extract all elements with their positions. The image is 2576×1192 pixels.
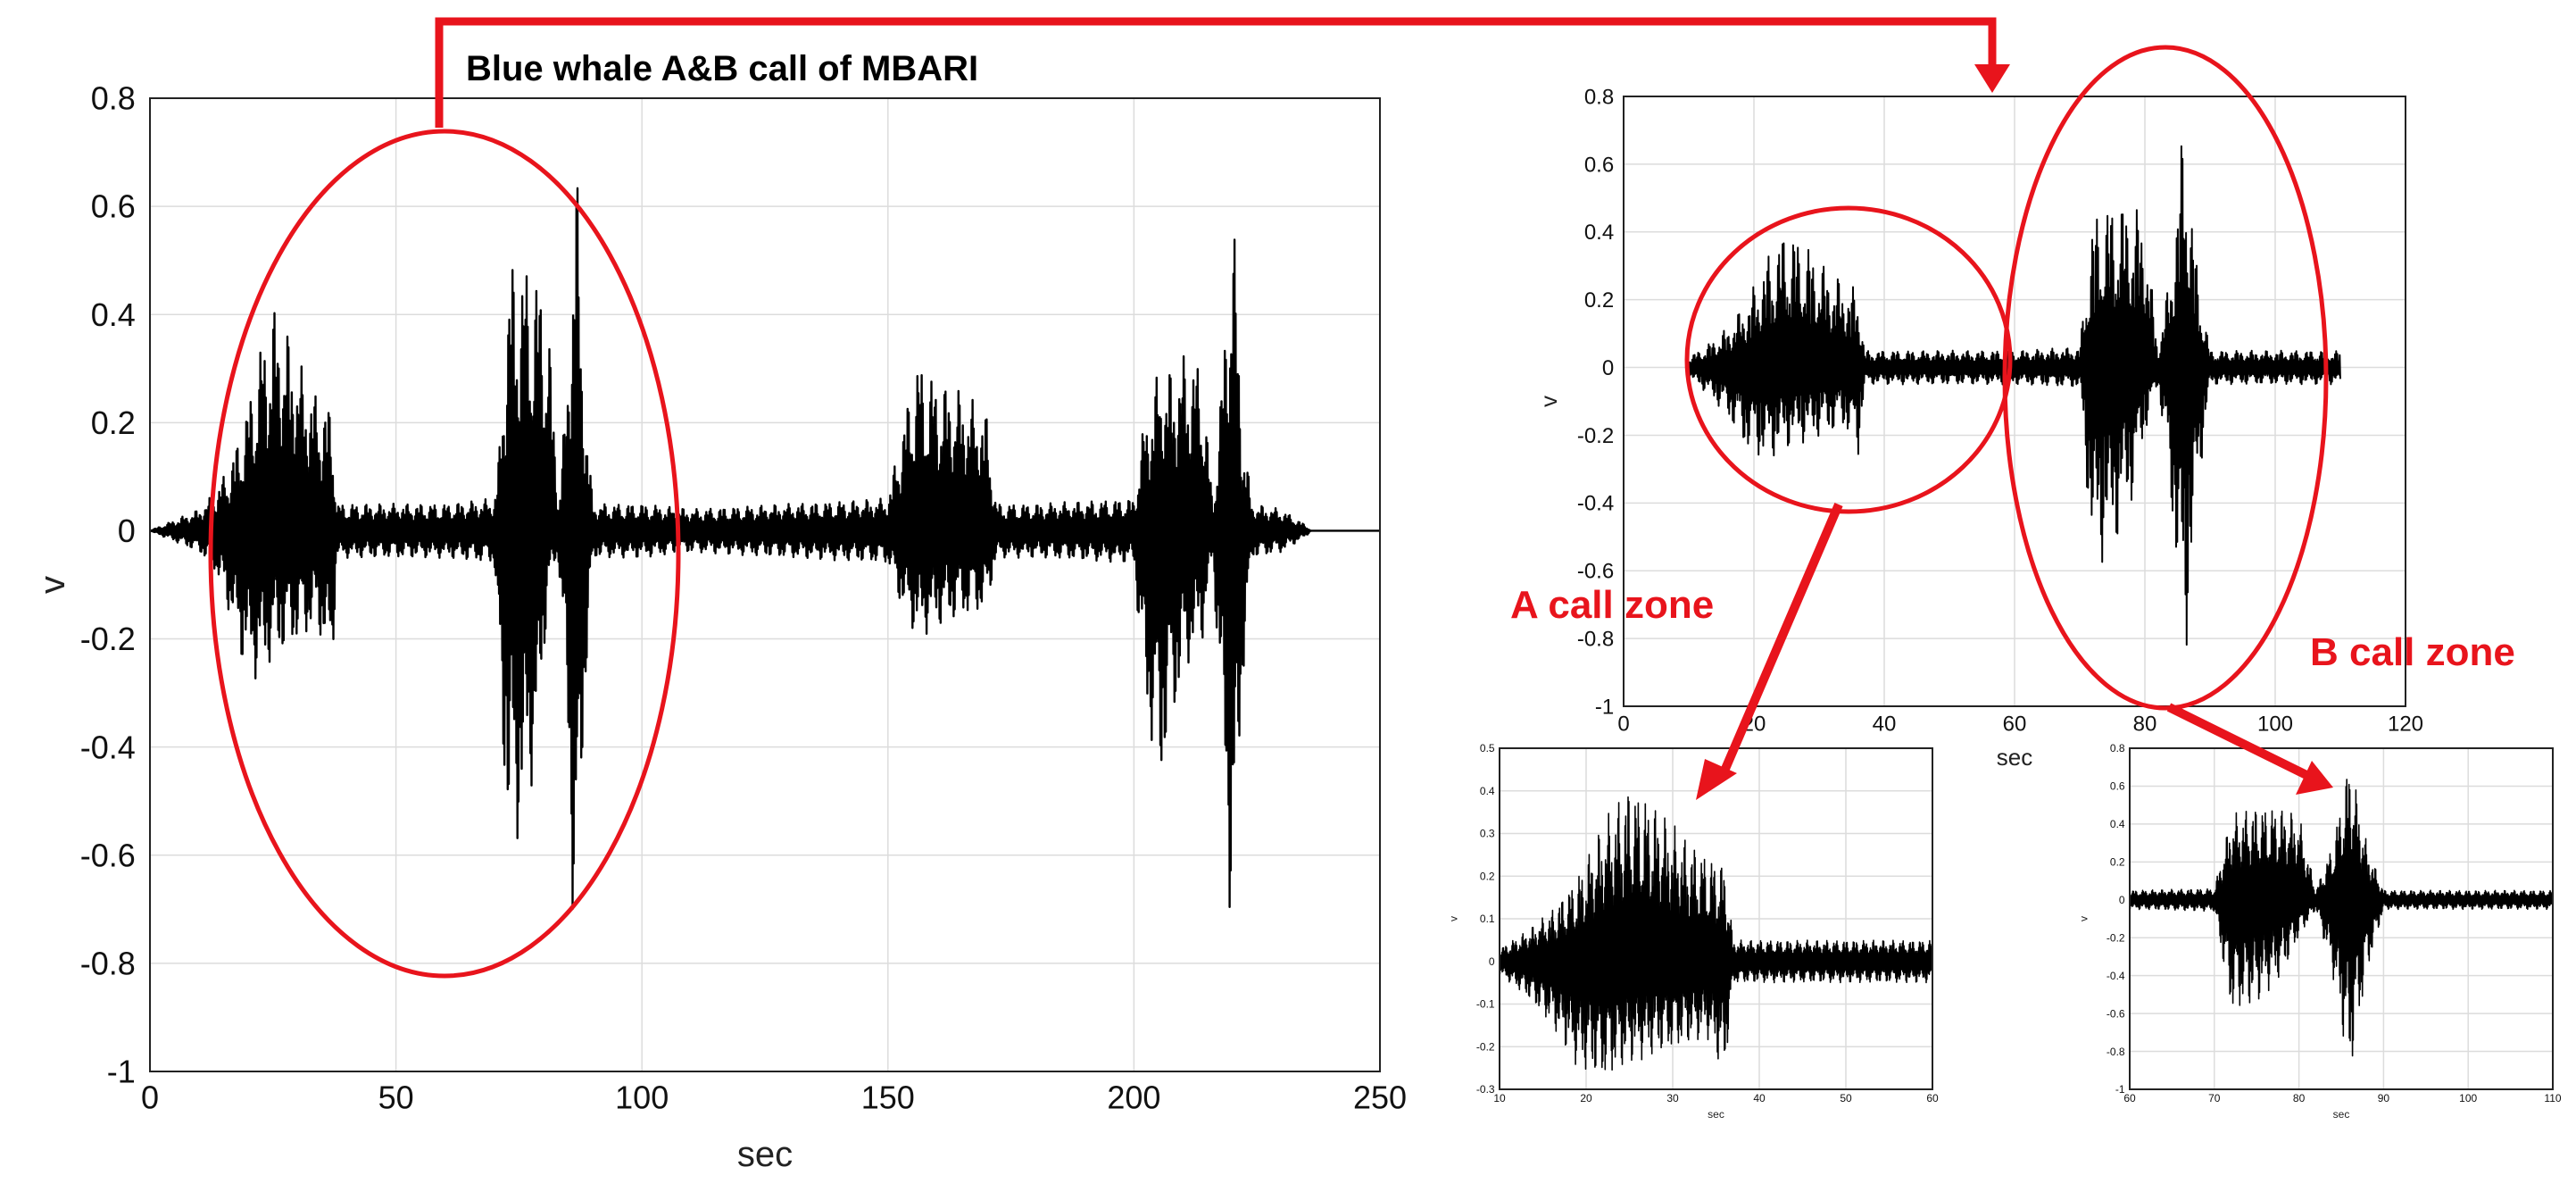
plot-border — [1623, 96, 2406, 707]
y-tick-label: 0.4 — [1480, 785, 1495, 797]
x-tick-label: 80 — [2293, 1092, 2306, 1104]
y-tick-label: 0.5 — [1480, 742, 1495, 754]
signal-waveform — [1499, 796, 1933, 1071]
y-tick-label: -1 — [1595, 695, 1614, 719]
y-tick-label: 0.4 — [91, 296, 136, 333]
y-tick-label: -0.6 — [1577, 560, 1614, 584]
x-tick-label: 70 — [2208, 1092, 2221, 1104]
y-tick-label: 0.8 — [91, 80, 136, 117]
a-zone-arrowhead — [1696, 759, 1737, 800]
x-axis-label: sec — [737, 1135, 793, 1174]
a-call-zone-label: A call zone — [1510, 583, 1714, 627]
y-tick-label: 0.1 — [1480, 913, 1495, 925]
x-tick-label: 20 — [1580, 1092, 1592, 1104]
y-tick-label: 0 — [1489, 955, 1495, 968]
b-call-detail-plot: 60 70 80 90 100 110 -1 -0.8 -0.6 -0.4 -0.2 0 0.2 0.4 0… — [2078, 742, 2562, 1121]
a-call-ellipse — [1684, 205, 2013, 514]
x-tick-label: 110 — [2544, 1092, 2561, 1104]
y-tick-label: 0.3 — [1480, 828, 1495, 840]
a-call-detail-plot: 10 20 30 40 50 60 -0.3 -0.2 -0.1 0 0.1 0.2 0.3 0.4 0.5… — [1448, 742, 1939, 1121]
y-tick-label: -0.3 — [1476, 1083, 1495, 1096]
x-tick-label: 250 — [1353, 1079, 1407, 1115]
x-axis-label: sec — [1997, 744, 2032, 771]
x-tick-label: 60 — [2003, 713, 2027, 737]
x-axis-label: sec — [2333, 1108, 2350, 1121]
y-tick-label: -0.6 — [80, 837, 136, 873]
x-tick-label: 50 — [378, 1079, 414, 1115]
y-axis-label: v — [33, 576, 72, 594]
y-tick-label: 0.6 — [1584, 153, 1614, 177]
y-tick-label: 0.8 — [2110, 742, 2125, 754]
a-zone-arrow-line — [1718, 503, 1843, 777]
full-plot-call-ellipse — [208, 129, 681, 979]
x-tick-label: 0 — [141, 1079, 159, 1115]
full-signal-plot: 0 50 100 150 200 250 -1 -0.8 -0.6 -0.4 -0.2 0 0.2 0.4… — [33, 80, 1407, 1174]
x-tick-label: 60 — [1926, 1092, 1939, 1104]
plot-border — [1499, 747, 1933, 1090]
title-backdrop — [457, 41, 1135, 91]
plot-border — [2129, 747, 2554, 1090]
y-tick-label: -0.8 — [80, 945, 136, 981]
x-tick-label: 120 — [2388, 713, 2423, 737]
y-tick-label: 0.4 — [1584, 221, 1614, 245]
y-tick-label: 0.2 — [2110, 856, 2125, 869]
y-tick-label: 0.2 — [1584, 288, 1614, 313]
y-tick-label: -0.2 — [80, 621, 136, 657]
y-tick-label: -0.2 — [1476, 1040, 1495, 1053]
y-tick-label: -0.2 — [1577, 424, 1614, 448]
figure-title: Blue whale A&B call of MBARI — [466, 49, 978, 88]
y-tick-label: 0 — [2119, 894, 2125, 906]
y-tick-label: -0.4 — [80, 729, 136, 765]
x-tick-label: 50 — [1840, 1092, 1852, 1104]
y-tick-label: 0.2 — [1480, 870, 1495, 882]
x-tick-label: 100 — [615, 1079, 669, 1115]
title-connector-arrow-line — [435, 17, 1997, 128]
y-tick-label: -0.4 — [2107, 970, 2125, 982]
x-tick-label: 90 — [2378, 1092, 2390, 1104]
x-tick-label: 60 — [2123, 1092, 2136, 1104]
x-tick-label: 40 — [1873, 713, 1897, 737]
x-tick-label: 80 — [2133, 713, 2157, 737]
title-connector-arrowhead — [1974, 64, 2010, 93]
y-tick-label: 0.2 — [91, 404, 136, 441]
x-tick-label: 0 — [1617, 713, 1629, 737]
x-tick-label: 40 — [1753, 1092, 1766, 1104]
zoomed-signal-plot: 0 20 40 60 80 100 120-1-0.8-0.6-0.4-0.200.20.4… — [1535, 85, 2423, 771]
y-tick-label: 0 — [1602, 356, 1614, 380]
y-tick-label: -0.6 — [2107, 1007, 2125, 1020]
y-tick-label: -0.2 — [2107, 931, 2125, 944]
x-tick-label: 30 — [1666, 1092, 1679, 1104]
y-tick-label: -1 — [107, 1054, 136, 1090]
x-tick-label: 10 — [1493, 1092, 1506, 1104]
y-axis-label: v — [1448, 916, 1460, 921]
x-tick-label: 100 — [2257, 713, 2293, 737]
y-tick-label: 0 — [118, 513, 136, 549]
signal-waveform — [1688, 145, 2341, 646]
y-tick-label: -0.4 — [1577, 492, 1614, 516]
y-tick-label: -0.8 — [2107, 1046, 2125, 1058]
annotation-layer: Blue whale A&B call of MBARI A call zone… — [208, 17, 2515, 979]
b-zone-arrow-line — [2166, 703, 2309, 779]
y-tick-label: -1 — [2115, 1083, 2125, 1096]
y-tick-label: -0.8 — [1577, 628, 1614, 652]
y-axis-label: v — [1535, 396, 1562, 407]
y-axis-label: v — [2078, 916, 2090, 921]
signal-waveform — [149, 187, 1381, 911]
b-call-ellipse — [2002, 45, 2329, 711]
y-tick-label: -0.1 — [1476, 998, 1495, 1011]
b-call-zone-label: B call zone — [2310, 630, 2515, 674]
x-axis-label: sec — [1708, 1108, 1724, 1121]
y-tick-label: 0.8 — [1584, 85, 1614, 109]
y-tick-label: 0.4 — [2110, 818, 2125, 830]
x-tick-label: 200 — [1107, 1079, 1160, 1115]
x-tick-label: 100 — [2459, 1092, 2477, 1104]
x-tick-label: 150 — [861, 1079, 915, 1115]
signal-waveform — [2129, 779, 2554, 1057]
plot-border — [149, 97, 1381, 1072]
y-tick-label: 0.6 — [2110, 780, 2125, 793]
b-zone-arrowhead — [2296, 761, 2333, 795]
y-tick-label: 0.6 — [91, 188, 136, 225]
